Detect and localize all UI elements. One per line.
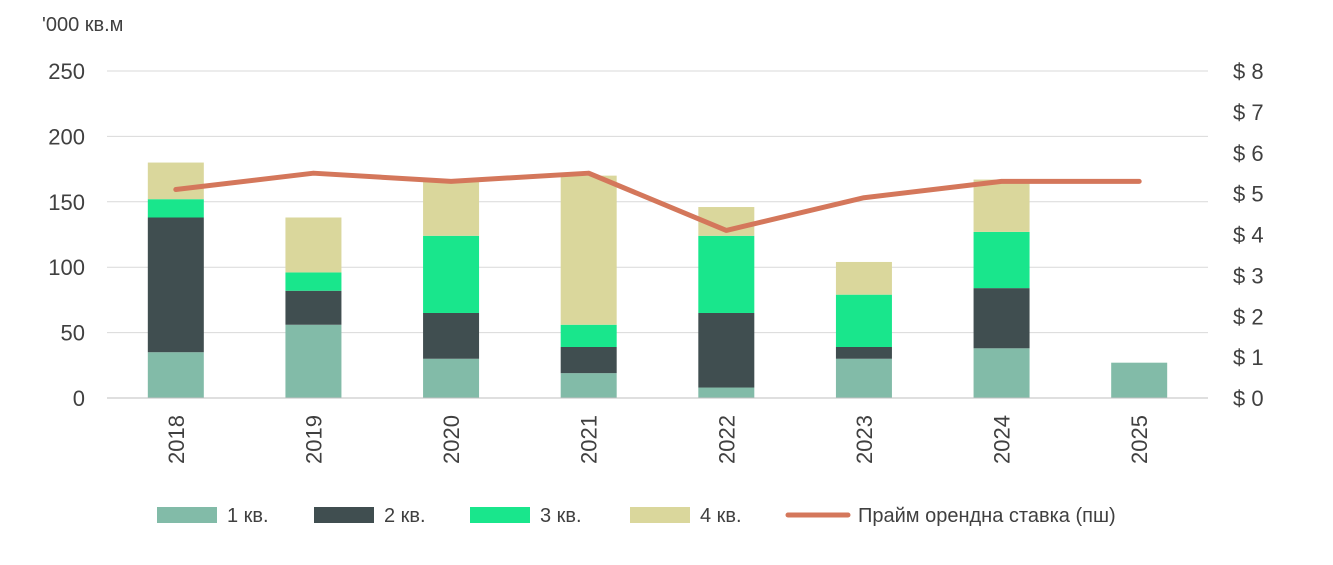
bar-2023-3кв — [835, 294, 892, 347]
bar-2018-3кв — [147, 199, 204, 218]
bar-2024-1кв — [973, 348, 1030, 398]
x-axis-ticks: 2018 2019 2020 2021 2022 2023 2024 2025 — [164, 415, 1152, 464]
y-axis-unit-label: '000 кв.м — [42, 14, 123, 36]
left-tick-label: 100 — [48, 255, 85, 280]
x-tick-label: 2024 — [990, 415, 1015, 464]
right-axis-ticks: $ 0 $ 1 $ 2 $ 3 $ 4 $ 5 $ 6 $ 7 $ 8 — [1233, 59, 1264, 411]
bar-2019-1кв — [285, 324, 342, 398]
bar-2022-1кв — [698, 387, 755, 398]
legend-swatch — [470, 507, 530, 523]
x-tick-label: 2019 — [301, 415, 326, 464]
bar-2020-4кв — [423, 180, 480, 236]
right-tick-label: $ 0 — [1233, 386, 1264, 411]
legend-label: Прайм орендна ставка (пш) — [858, 505, 1116, 527]
right-tick-label: $ 2 — [1233, 304, 1264, 329]
left-tick-label: 150 — [48, 190, 85, 215]
bar-2024-4кв — [973, 179, 1030, 232]
bar-2019-2кв — [285, 290, 342, 325]
legend: 1 кв. 2 кв. 3 кв. 4 кв. Прайм орендна ставка… — [157, 505, 1116, 527]
right-tick-label: $ 3 — [1233, 263, 1264, 288]
left-tick-label: 0 — [73, 386, 85, 411]
bar-2019-4кв — [285, 217, 342, 273]
bar-2020-3кв — [423, 235, 480, 313]
left-axis-ticks: 0 50 100 150 200 250 — [48, 59, 85, 411]
bar-2018-4кв — [147, 162, 204, 200]
legend-label: 1 кв. — [227, 505, 269, 527]
x-tick-label: 2022 — [714, 415, 739, 464]
legend-label: 3 кв. — [540, 505, 582, 527]
bar-2023-1кв — [835, 358, 892, 398]
left-tick-label: 250 — [48, 59, 85, 84]
bar-2021-4кв — [560, 175, 617, 325]
bar-2021-1кв — [560, 373, 617, 398]
bar-2019-3кв — [285, 272, 342, 291]
x-tick-label: 2021 — [577, 415, 602, 464]
bar-2018-2кв — [147, 217, 204, 353]
gridlines — [107, 70, 1208, 399]
bar-2020-1кв — [423, 358, 480, 398]
legend-swatch — [314, 507, 374, 523]
x-tick-label: 2025 — [1127, 415, 1152, 464]
bar-2020-2кв — [423, 312, 480, 359]
legend-swatch — [157, 507, 217, 523]
bar-2022-3кв — [698, 235, 755, 313]
bar-2024-3кв — [973, 231, 1030, 289]
right-tick-label: $ 5 — [1233, 182, 1264, 207]
bar-2023-2кв — [835, 346, 892, 359]
rent-line — [173, 170, 1142, 233]
right-tick-label: $ 4 — [1233, 223, 1264, 248]
legend-label: 2 кв. — [384, 505, 426, 527]
bar-2022-2кв — [698, 312, 755, 388]
right-tick-label: $ 6 — [1233, 141, 1264, 166]
rent-line-path — [173, 170, 1142, 233]
left-tick-label: 50 — [61, 321, 85, 346]
bar-2021-2кв — [560, 346, 617, 374]
legend-label: 4 кв. — [700, 505, 742, 527]
bar-2025-1кв — [1111, 362, 1168, 398]
bars — [107, 162, 1208, 399]
right-tick-label: $ 1 — [1233, 345, 1264, 370]
bar-2018-1кв — [147, 352, 204, 398]
right-tick-label: $ 8 — [1233, 59, 1264, 84]
bar-2023-4кв — [835, 261, 892, 295]
x-tick-label: 2023 — [852, 415, 877, 464]
bar-2021-3кв — [560, 324, 617, 347]
left-tick-label: 200 — [48, 124, 85, 149]
bar-2024-2кв — [973, 288, 1030, 349]
legend-swatch — [630, 507, 690, 523]
x-tick-label: 2020 — [439, 415, 464, 464]
right-tick-label: $ 7 — [1233, 100, 1264, 125]
x-tick-label: 2018 — [164, 415, 189, 464]
